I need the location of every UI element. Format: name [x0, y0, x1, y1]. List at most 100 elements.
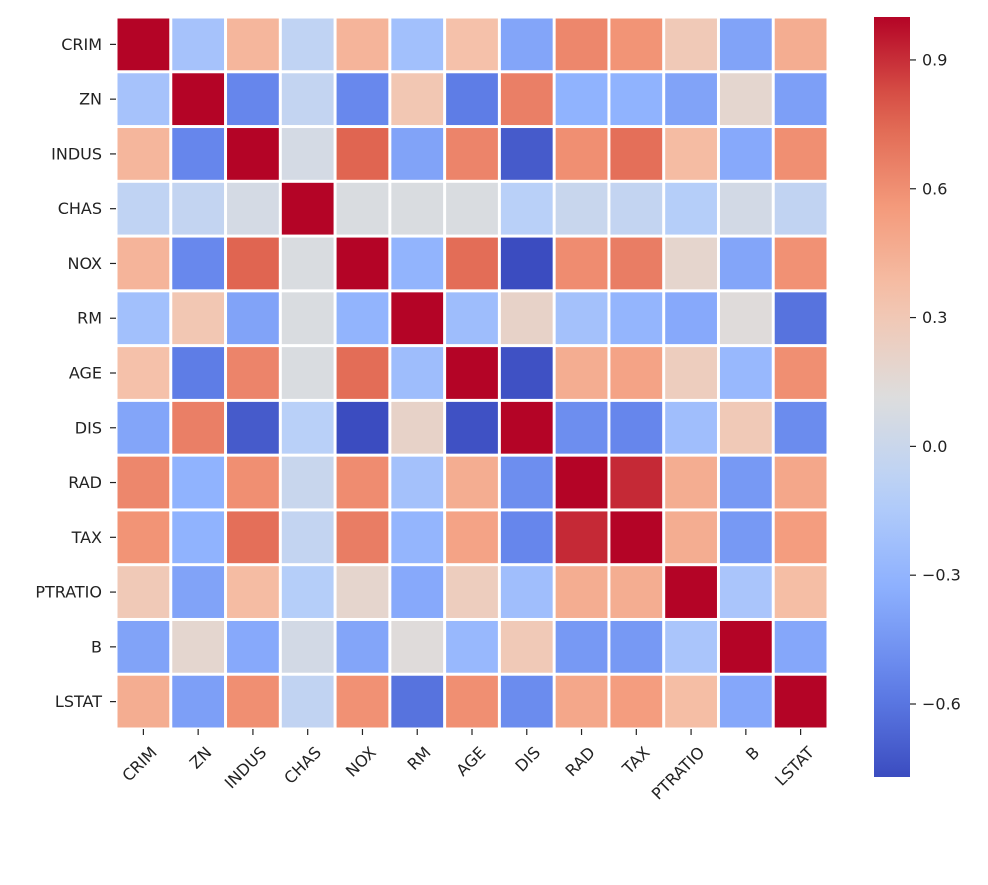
heatmap-cell-rad-ptratio	[665, 456, 717, 509]
heatmap-cell-indus-b	[719, 128, 772, 180]
heatmap-cell-tax-rad	[555, 511, 608, 564]
heatmap-cell-zn-dis	[500, 73, 553, 126]
heatmap-cell-age-rad	[555, 347, 608, 399]
heatmap-cell-ptratio-chas	[281, 566, 334, 618]
heatmap-cell-nox-nox	[336, 237, 389, 290]
x-tick-label: PTRATIO	[648, 743, 709, 804]
heatmap-cell-age-dis	[500, 347, 553, 399]
heatmap-cell-chas-rad	[555, 182, 608, 235]
heatmap-cell-tax-crim	[117, 511, 170, 564]
heatmap-cell-chas-zn	[172, 182, 225, 235]
heatmap-cell-zn-zn	[172, 73, 225, 126]
heatmap-cell-rad-lstat	[774, 456, 827, 509]
heatmap-cell-dis-rm	[391, 401, 444, 454]
heatmap-cell-nox-lstat	[774, 237, 827, 290]
heatmap-cell-rm-rad	[555, 292, 608, 345]
y-tick-label: AGE	[69, 364, 102, 383]
heatmap-cell-rm-dis	[500, 292, 553, 345]
x-tick-label: RAD	[562, 743, 599, 780]
heatmap-cell-dis-chas	[281, 401, 334, 454]
heatmap-cell-chas-b	[719, 182, 772, 235]
heatmap-cell-b-ptratio	[665, 620, 717, 673]
y-tick-label: NOX	[68, 254, 103, 273]
heatmap-cell-crim-rm	[391, 18, 444, 71]
heatmap-cell-rad-b	[719, 456, 772, 509]
heatmap-cell-nox-rm	[391, 237, 444, 290]
x-tick-label: DIS	[511, 743, 544, 776]
heatmap-cell-lstat-b	[719, 675, 772, 728]
heatmap-cell-indus-rm	[391, 128, 444, 180]
heatmap-cell-chas-nox	[336, 182, 389, 235]
heatmap-cell-rm-chas	[281, 292, 334, 345]
heatmap-cell-age-b	[719, 347, 772, 399]
heatmap-cell-crim-zn	[172, 18, 225, 71]
heatmap-cell-lstat-lstat	[774, 675, 827, 728]
heatmap-cell-lstat-nox	[336, 675, 389, 728]
y-tick-label: DIS	[75, 418, 102, 437]
x-tick-label: ZN	[186, 743, 216, 773]
heatmap-cell-dis-dis	[500, 401, 553, 454]
heatmap-cell-rad-crim	[117, 456, 170, 509]
heatmap-cell-zn-ptratio	[665, 73, 717, 126]
heatmap-cell-tax-tax	[610, 511, 663, 564]
heatmap-cell-lstat-ptratio	[665, 675, 717, 728]
x-tick-label: AGE	[452, 743, 489, 780]
x-tick-label: B	[742, 743, 763, 764]
heatmap-cell-rm-rm	[391, 292, 444, 345]
heatmap-cell-indus-indus	[227, 128, 279, 180]
heatmap-cell-dis-crim	[117, 401, 170, 454]
heatmap-cell-crim-age	[446, 18, 498, 71]
heatmap-cell-tax-dis	[500, 511, 553, 564]
heatmap-cell-age-nox	[336, 347, 389, 399]
y-tick-label: CRIM	[61, 35, 102, 54]
heatmap-cell-rm-lstat	[774, 292, 827, 345]
heatmap-cell-b-chas	[281, 620, 334, 673]
colorbar-tick-label: −0.3	[922, 566, 961, 585]
heatmap-cell-tax-b	[719, 511, 772, 564]
heatmap-cell-dis-age	[446, 401, 498, 454]
colorbar-tick-label: 0.9	[922, 50, 947, 69]
heatmap-cell-b-lstat	[774, 620, 827, 673]
x-tick-label: NOX	[342, 743, 380, 781]
colorbar-tick-label: 0.0	[922, 437, 947, 456]
heatmap-cell-rm-zn	[172, 292, 225, 345]
heatmap-cell-zn-b	[719, 73, 772, 126]
heatmap-cell-zn-rad	[555, 73, 608, 126]
heatmap-cell-age-crim	[117, 347, 170, 399]
heatmap-cell-rad-age	[446, 456, 498, 509]
heatmap-cell-rad-dis	[500, 456, 553, 509]
heatmap-cell-tax-indus	[227, 511, 279, 564]
x-tick-label: CRIM	[118, 743, 160, 785]
heatmap-cell-zn-age	[446, 73, 498, 126]
y-tick-label: INDUS	[51, 144, 102, 163]
heatmap-cell-rad-rad	[555, 456, 608, 509]
heatmap-cell-zn-nox	[336, 73, 389, 126]
x-tick-label: LSTAT	[771, 743, 818, 790]
heatmap-cell-age-age	[446, 347, 498, 399]
heatmap-cell-age-indus	[227, 347, 279, 399]
heatmap-cell-chas-indus	[227, 182, 279, 235]
heatmap-cell-rm-indus	[227, 292, 279, 345]
x-tick-label: CHAS	[280, 743, 325, 788]
heatmap-cell-rm-crim	[117, 292, 170, 345]
heatmap-cell-rad-indus	[227, 456, 279, 509]
heatmap-cell-indus-chas	[281, 128, 334, 180]
colorbar-tick-label: 0.6	[922, 179, 947, 198]
heatmap-cell-indus-rad	[555, 128, 608, 180]
heatmap-cell-crim-ptratio	[665, 18, 717, 71]
heatmap-cell-dis-rad	[555, 401, 608, 454]
colorbar-tick-label: 0.3	[922, 308, 947, 327]
y-tick-label: ZN	[79, 90, 102, 109]
heatmap-cell-dis-b	[719, 401, 772, 454]
heatmap-cell-nox-b	[719, 237, 772, 290]
heatmap-cell-b-age	[446, 620, 498, 673]
heatmap-cell-b-nox	[336, 620, 389, 673]
heatmap-cell-chas-chas	[281, 182, 334, 235]
heatmap-cell-ptratio-crim	[117, 566, 170, 618]
heatmap-cell-crim-tax	[610, 18, 663, 71]
heatmap-cell-nox-indus	[227, 237, 279, 290]
heatmap-cell-rm-tax	[610, 292, 663, 345]
heatmap-cell-lstat-rad	[555, 675, 608, 728]
heatmap-cell-nox-dis	[500, 237, 553, 290]
